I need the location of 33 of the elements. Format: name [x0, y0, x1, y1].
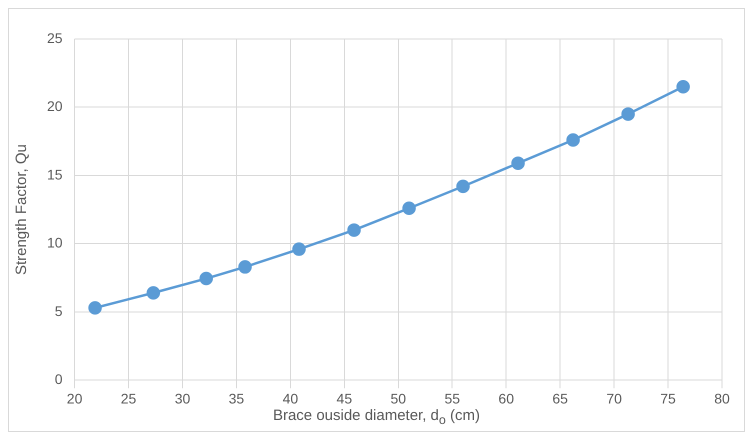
- x-tick-label: 25: [120, 390, 137, 406]
- x-tick-label: 40: [282, 390, 298, 406]
- point: [621, 107, 635, 121]
- point: [292, 242, 306, 256]
- y-tick-label: 0: [54, 371, 63, 388]
- x-tick-label: 60: [498, 390, 514, 406]
- x-tick-label: 30: [174, 390, 190, 406]
- point: [347, 223, 361, 237]
- point: [199, 272, 213, 286]
- x-tick-label: 20: [66, 390, 83, 406]
- x-tick-label: 45: [336, 390, 352, 406]
- point: [238, 260, 252, 274]
- point: [676, 80, 690, 94]
- point: [146, 286, 160, 300]
- point: [566, 133, 580, 147]
- y-tick-label: 5: [54, 302, 63, 319]
- x-tick-label: 35: [228, 390, 244, 406]
- y-tick-label: 10: [46, 234, 63, 251]
- x-tick-label: 50: [390, 390, 406, 406]
- y-tick-label: 15: [46, 166, 63, 182]
- point: [88, 301, 102, 315]
- point: [456, 180, 470, 194]
- x-axis-title: Brace ouside diameter, d$_{o}$ (cm): [272, 407, 482, 429]
- x-tick-label: 75: [660, 390, 676, 406]
- point: [402, 201, 416, 215]
- point: [511, 156, 525, 170]
- x-tick-label: 70: [606, 390, 622, 406]
- x-tick-label: 55: [444, 390, 460, 406]
- x-tick-label: 65: [552, 390, 568, 406]
- x-tick-label: 80: [714, 390, 730, 406]
- y-tick-label: 20: [46, 98, 63, 114]
- y-tick-label: 25: [46, 30, 63, 46]
- y-axis-title: Strength Factor, Qu: [13, 144, 30, 276]
